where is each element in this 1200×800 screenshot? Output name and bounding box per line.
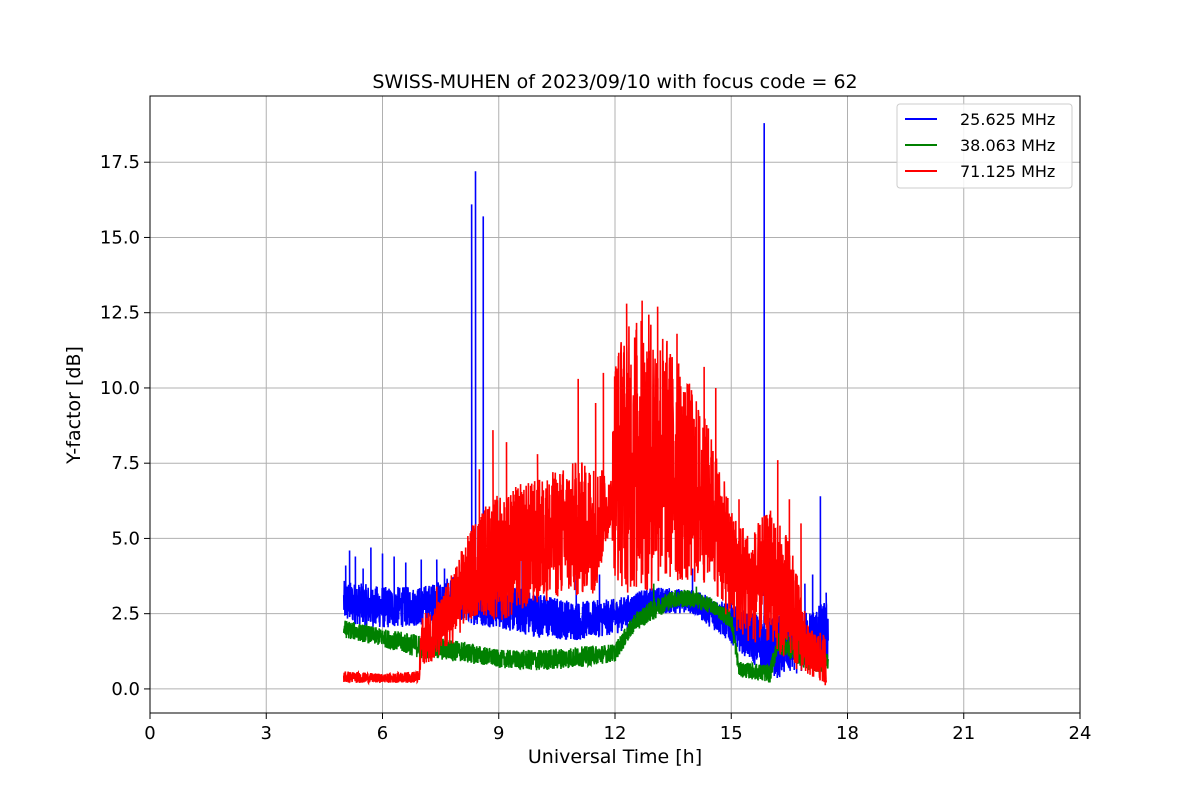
x-tick-label: 21 [952,723,975,744]
x-tick-label: 12 [604,723,627,744]
y-tick-label: 17.5 [100,152,140,173]
x-tick-label: 24 [1069,723,1092,744]
y-tick-label: 2.5 [111,604,140,625]
legend-label-3: 71.125 MHz [960,162,1055,181]
legend-label-2: 38.063 MHz [960,136,1055,155]
y-tick-label: 10.0 [100,378,140,399]
legend-label-1: 25.625 MHz [960,110,1055,129]
legend-box [896,103,1073,189]
x-tick-label: 15 [720,723,743,744]
y-axis-label: Y-factor [dB] [63,346,85,465]
x-tick-label: 18 [836,723,859,744]
chart-title: SWISS-MUHEN of 2023/09/10 with focus cod… [372,71,857,93]
x-tick-label: 0 [144,723,155,744]
y-tick-label: 5.0 [111,528,140,549]
legend: 25.625 MHz 38.063 MHz 71.125 MHz [896,103,1073,189]
y-tick-label: 15.0 [100,227,140,248]
y-tick-label: 12.5 [100,303,140,324]
y-tick-label: 7.5 [111,453,140,474]
x-tick-label: 9 [493,723,504,744]
ticks: 0 3 6 9 12 15 18 21 24 0.0 2.5 5.0 7.5 10.0 12.5 15.0 17… [100,152,1092,744]
x-tick-label: 6 [377,723,388,744]
series-line-3 [342,300,827,686]
x-tick-label: 3 [261,723,272,744]
series-layer [342,123,829,686]
x-axis-label: Universal Time [h] [528,746,702,768]
y-tick-label: 0.0 [111,679,140,700]
